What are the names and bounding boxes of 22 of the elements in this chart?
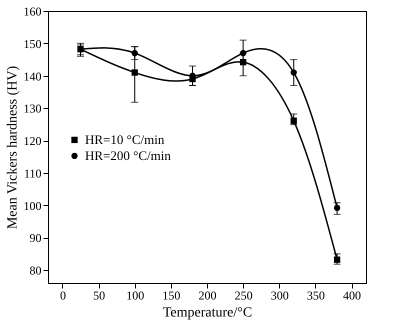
y-tick-label: 90: [30, 231, 42, 246]
x-tick-label: 50: [93, 288, 106, 302]
y-tick-label: 80: [30, 264, 42, 278]
y-tick-label: 130: [24, 102, 42, 116]
x-tick-label: 350: [306, 288, 325, 302]
y-tick-label: 100: [24, 198, 42, 213]
x-tick-label: 200: [198, 288, 216, 302]
y-tick-label: 110: [24, 166, 42, 180]
x-tick-label: 150: [162, 288, 180, 302]
legend-label: HR=200 °C/min: [85, 148, 172, 163]
x-tick-label: 400: [343, 288, 362, 302]
y-tick-label: 140: [24, 69, 42, 84]
y-tick-label: 150: [24, 36, 42, 51]
x-tick-label: 250: [234, 288, 253, 302]
y-tick-label: 120: [24, 134, 42, 148]
x-tick-label: 300: [270, 288, 289, 302]
x-tick-label: 0: [60, 288, 66, 302]
y-tick-label: 160: [24, 4, 42, 18]
x-axis-title: Temperature/°C: [162, 306, 252, 320]
legend-label: HR=10 °C/min: [85, 132, 165, 147]
y-axis-title: Mean Vickers hardness (HV): [6, 65, 20, 230]
x-tick-label: 100: [126, 288, 144, 302]
